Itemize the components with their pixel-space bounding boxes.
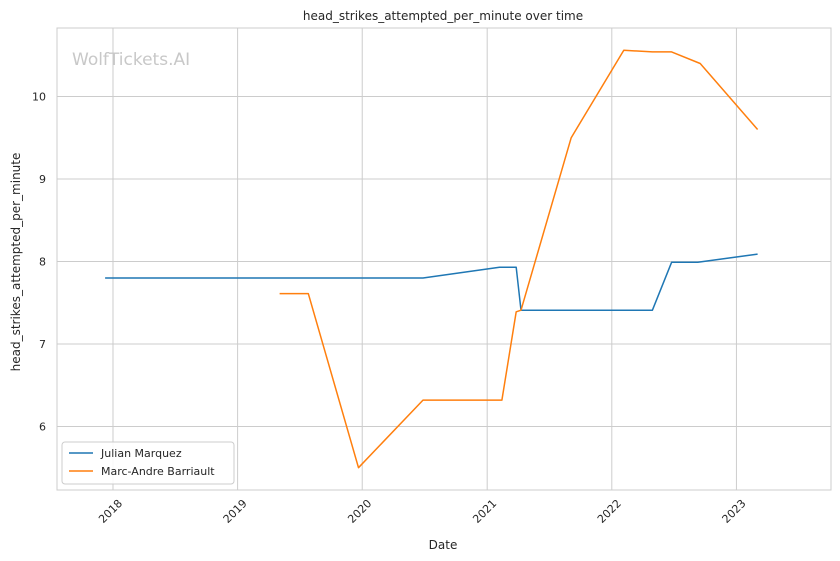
x-axis-ticks: 2018 2019 2020 2021 2022 2023 [96, 497, 748, 526]
series-line-1 [279, 49, 759, 469]
legend-label: Marc-Andre Barriault [101, 465, 215, 478]
y-tick-label: 9 [39, 173, 46, 186]
x-tick-label: 2021 [470, 497, 499, 526]
legend-box [61, 441, 235, 485]
x-tick-label: 2020 [345, 497, 374, 526]
y-axis-ticks: 6 7 8 9 10 [32, 90, 46, 433]
x-tick-label: 2023 [720, 497, 749, 526]
series-line-0 [105, 253, 758, 311]
series-lines [105, 49, 759, 469]
y-tick-label: 6 [39, 420, 46, 433]
y-tick-label: 8 [39, 255, 46, 268]
x-tick-label: 2018 [96, 497, 125, 526]
chart-title: head_strikes_attempted_per_minute over t… [303, 9, 583, 23]
y-tick-label: 7 [39, 338, 46, 351]
grid-lines [57, 28, 831, 490]
legend-label: Julian Marquez [100, 447, 182, 460]
x-tick-label: 2019 [221, 497, 250, 526]
plot-area: WolfTickets.AI [56, 27, 832, 491]
plot-frame [56, 27, 832, 491]
y-axis-title: head_strikes_attempted_per_minute [9, 153, 23, 372]
x-axis-title: Date [429, 538, 458, 552]
watermark: WolfTickets.AI [72, 50, 190, 70]
y-tick-label: 10 [32, 90, 46, 103]
legend: Julian Marquez Marc-Andre Barriault [61, 441, 235, 485]
x-tick-label: 2022 [595, 497, 624, 526]
